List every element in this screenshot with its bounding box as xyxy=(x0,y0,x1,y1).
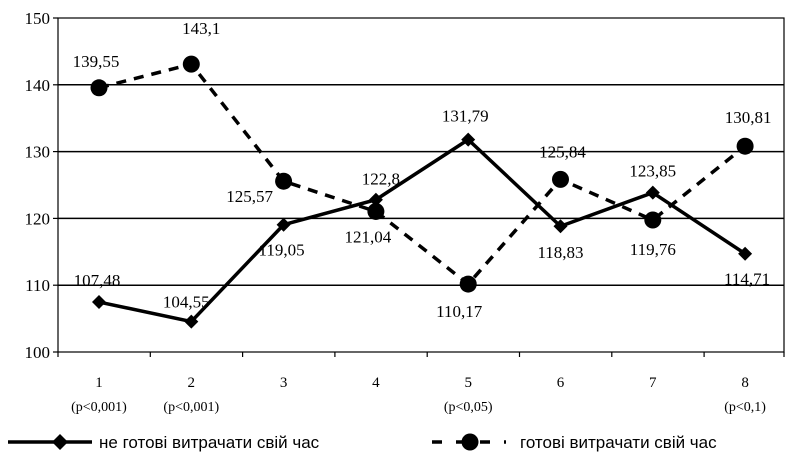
x-tick-label: 3 xyxy=(280,375,288,391)
diamond-marker xyxy=(184,314,199,329)
data-label-ready: 130,81 xyxy=(725,108,772,127)
data-label-not-ready: 122,8 xyxy=(362,170,400,189)
data-label-ready: 110,17 xyxy=(436,302,483,321)
y-tick-label: 140 xyxy=(25,76,51,95)
legend-diamond-marker xyxy=(52,434,68,450)
circle-marker xyxy=(275,172,293,190)
x-tick-label: 7 xyxy=(649,375,657,391)
y-tick-label: 120 xyxy=(25,209,51,228)
circle-marker xyxy=(182,55,200,73)
x-tick-label: 6 xyxy=(557,375,565,391)
data-label-not-ready: 118,83 xyxy=(537,243,583,262)
diamond-marker xyxy=(368,192,383,207)
x-tick-sublabel: (p<0,1) xyxy=(724,400,766,415)
y-tick-label: 130 xyxy=(25,143,51,162)
legend-circle-marker xyxy=(461,433,479,451)
x-tick-sublabel: (p<0,001) xyxy=(71,400,127,415)
y-tick-label: 150 xyxy=(25,9,51,28)
diamond-marker xyxy=(645,185,660,200)
circle-marker xyxy=(90,79,108,97)
circle-marker xyxy=(552,170,569,188)
data-label-not-ready: 123,85 xyxy=(629,162,676,181)
data-label-ready: 125,84 xyxy=(539,142,586,161)
circle-marker xyxy=(736,137,754,155)
x-tick-sublabel: (p<0,001) xyxy=(163,400,219,415)
x-tick-sublabel: (p<0,05) xyxy=(444,400,493,415)
legend-label-not-ready: не готові витрачати свій час xyxy=(99,433,320,452)
legend-label-ready: готові витрачати свій час xyxy=(520,433,717,452)
circle-marker xyxy=(459,275,477,293)
data-label-ready: 139,55 xyxy=(73,52,120,71)
y-tick-label: 100 xyxy=(25,343,51,362)
x-tick-label: 4 xyxy=(372,375,380,391)
diamond-marker xyxy=(92,295,106,310)
series-line-ready xyxy=(98,62,747,287)
x-tick-label: 2 xyxy=(188,375,196,391)
diamond-marker xyxy=(276,217,291,232)
circle-marker xyxy=(367,202,385,220)
data-label-not-ready: 114,71 xyxy=(724,270,770,289)
series-line-not-ready xyxy=(98,137,747,324)
diamond-marker xyxy=(553,219,568,234)
circle-marker xyxy=(644,211,662,229)
data-label-ready: 119,76 xyxy=(630,240,676,259)
data-label-not-ready: 131,79 xyxy=(442,107,489,126)
data-label-not-ready: 119,05 xyxy=(259,241,305,260)
diamond-marker xyxy=(738,246,753,261)
x-tick-label: 8 xyxy=(741,375,749,391)
diamond-marker xyxy=(461,132,476,147)
y-tick-label: 110 xyxy=(25,276,50,295)
data-label-ready: 121,04 xyxy=(345,227,392,246)
data-label-not-ready: 107,48 xyxy=(74,271,121,290)
x-tick-label: 5 xyxy=(464,375,472,391)
data-label-ready: 143,1 xyxy=(182,19,220,38)
data-label-ready: 125,57 xyxy=(226,187,273,206)
x-tick-label: 1 xyxy=(95,375,103,391)
plot-area xyxy=(57,17,785,353)
data-label-not-ready: 104,55 xyxy=(163,293,210,312)
